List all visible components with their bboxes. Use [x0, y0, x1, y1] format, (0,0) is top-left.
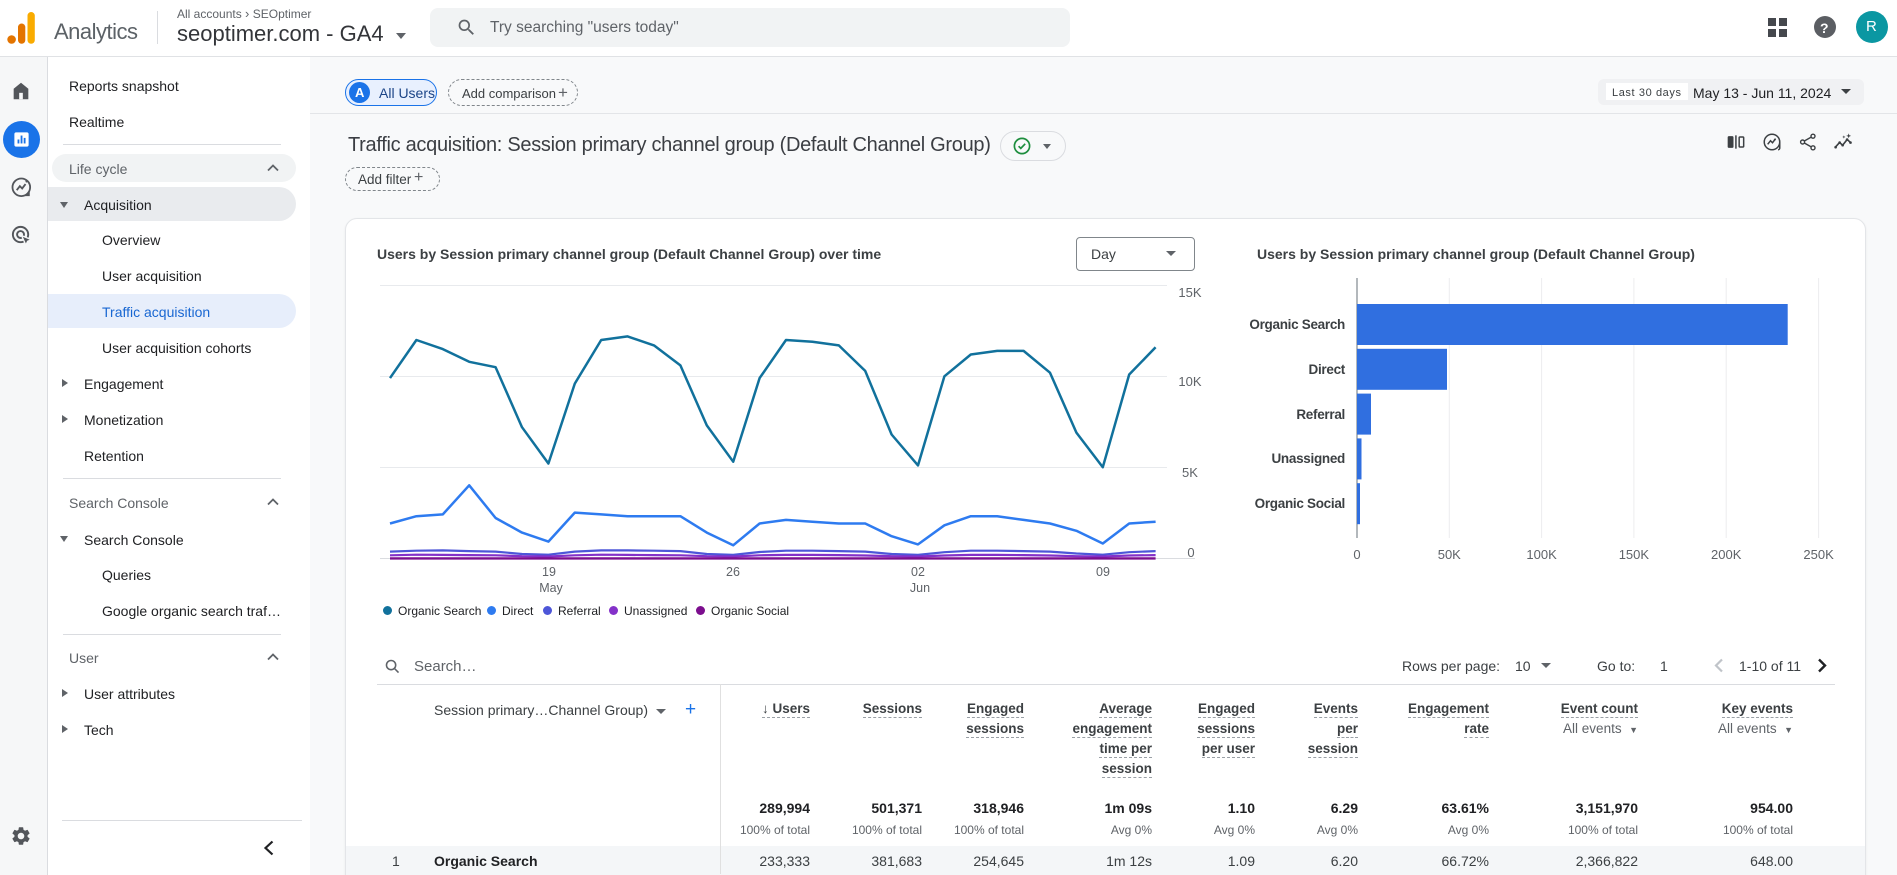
svg-text:02: 02	[911, 565, 925, 579]
svg-text:0: 0	[1353, 547, 1360, 562]
svg-text:5K: 5K	[1182, 465, 1198, 480]
svg-text:26: 26	[726, 565, 740, 579]
svg-text:0: 0	[1187, 545, 1194, 560]
svg-text:15K: 15K	[1178, 285, 1201, 300]
svg-text:Unassigned: Unassigned	[1271, 451, 1345, 466]
svg-text:Jun: Jun	[910, 581, 930, 595]
svg-text:Organic Search: Organic Search	[1249, 317, 1345, 332]
svg-text:250K: 250K	[1803, 547, 1834, 562]
svg-text:Organic Social: Organic Social	[1255, 496, 1345, 511]
svg-text:19: 19	[542, 565, 556, 579]
svg-text:10K: 10K	[1178, 374, 1201, 389]
svg-text:May: May	[539, 581, 563, 595]
svg-text:50K: 50K	[1438, 547, 1461, 562]
svg-text:09: 09	[1096, 565, 1110, 579]
svg-text:100K: 100K	[1526, 547, 1557, 562]
svg-text:Direct: Direct	[1309, 362, 1346, 377]
svg-text:150K: 150K	[1619, 547, 1650, 562]
svg-text:200K: 200K	[1711, 547, 1742, 562]
svg-text:Referral: Referral	[1296, 407, 1345, 422]
